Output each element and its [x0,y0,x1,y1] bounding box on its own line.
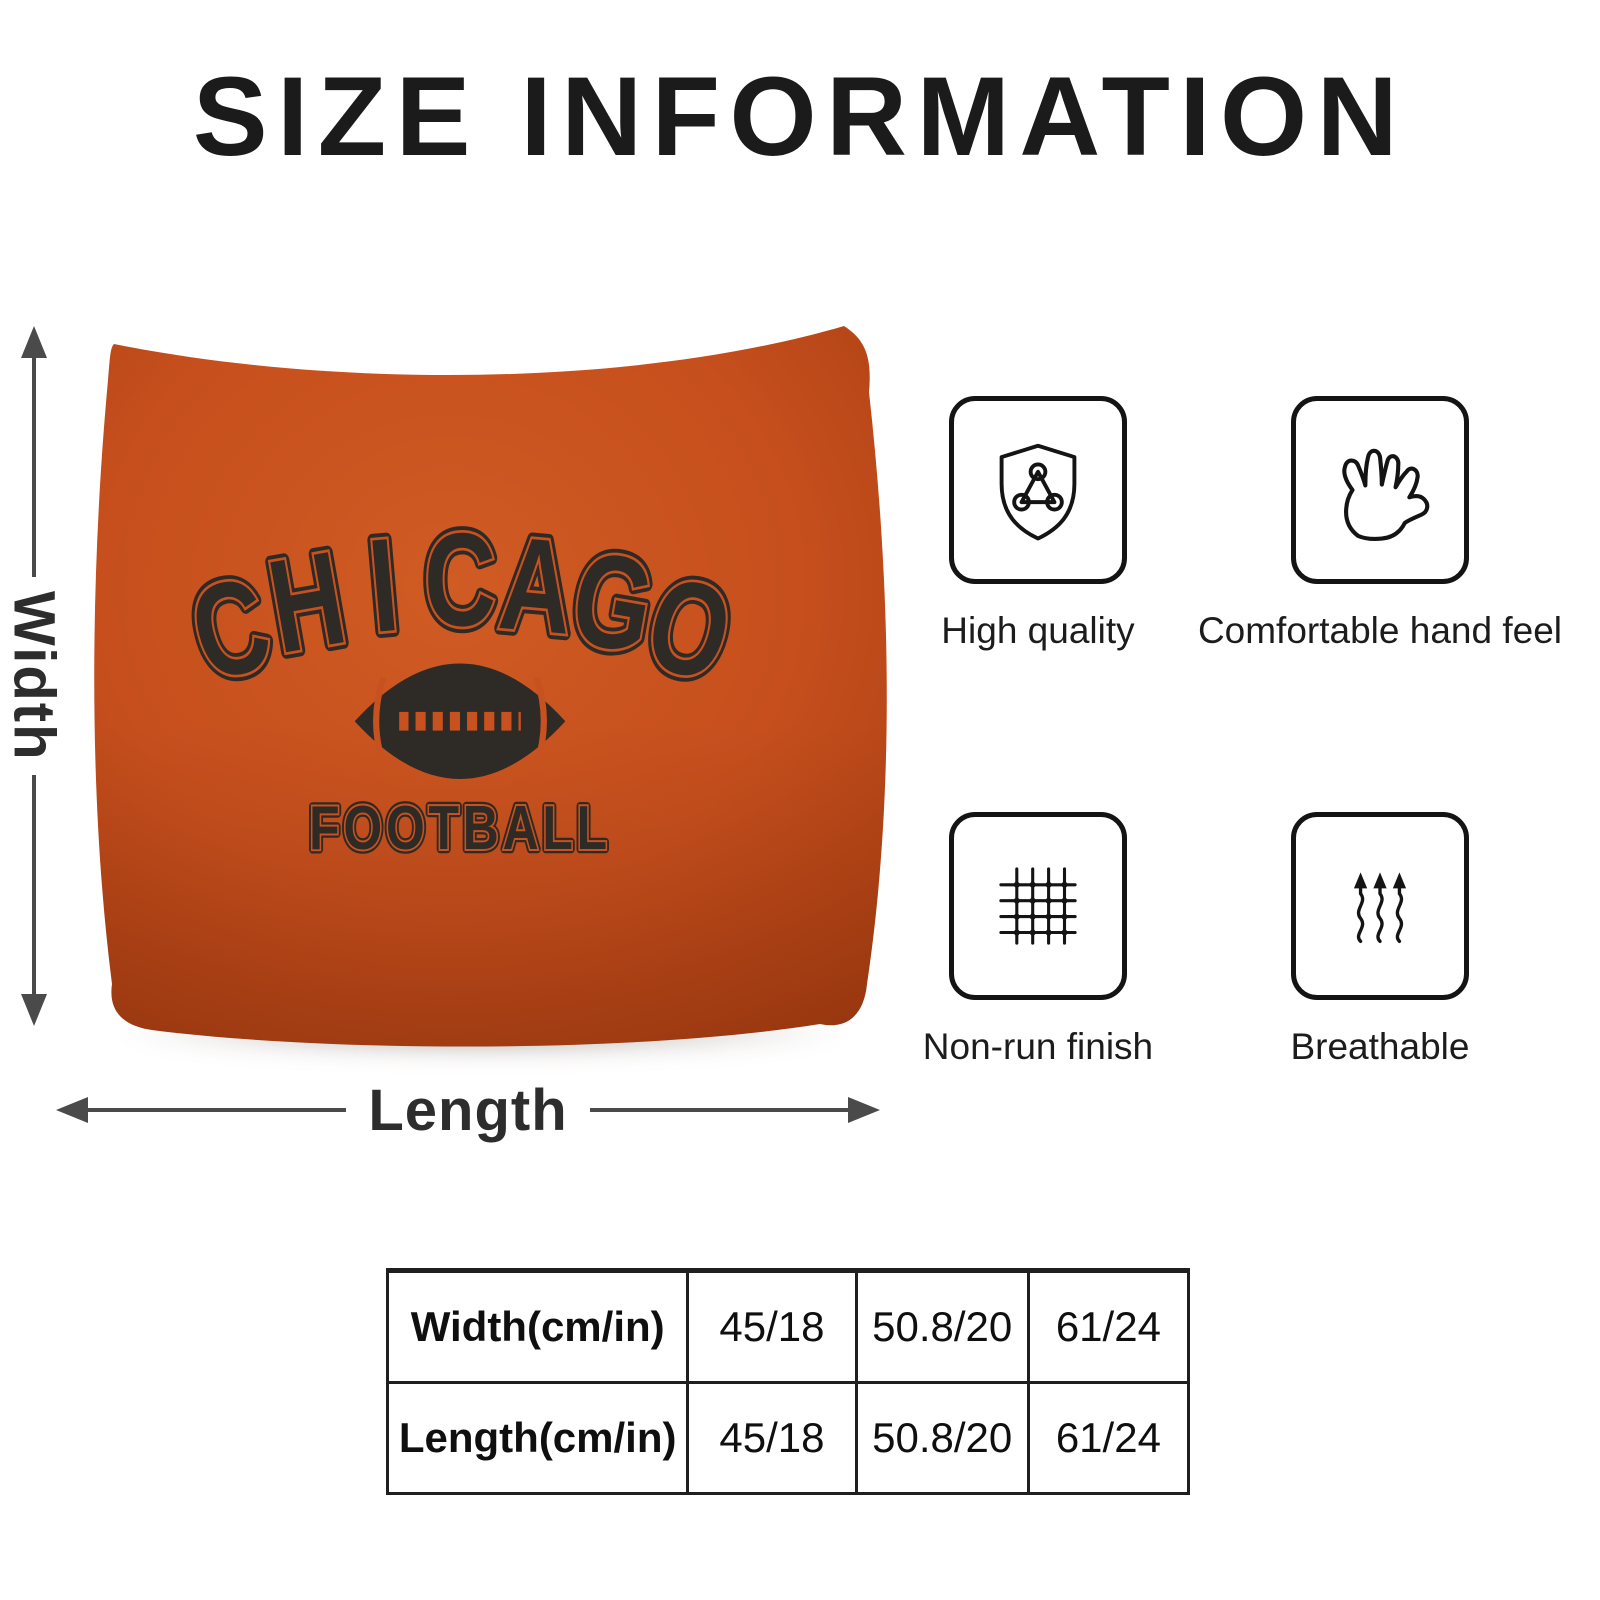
page-title: SIZE INFORMATION [192,54,1408,179]
feature-high-quality: High quality [941,396,1135,652]
feature-label: Comfortable hand feel [1197,610,1562,651]
length-dimension-line [88,1108,347,1112]
table-row-length: Length(cm/in) 45/18 50.8/20 61/24 [385,1381,1191,1495]
svg-text:FOOTBALL: FOOTBALL [309,793,611,863]
arrow-right-icon [848,1097,881,1123]
size-table: Width(cm/in) 45/18 50.8/20 61/24 Length(… [385,1268,1191,1495]
icon-frame [948,812,1127,1000]
shield-quality-icon [999,443,1077,541]
feature-breathable: Breathable [1290,812,1469,1068]
width-dimension-indicator: Width [2,326,67,1026]
svg-text:FOOTBALL: FOOTBALL [309,793,611,863]
print-letter: C [424,505,496,653]
row-header-length: Length(cm/in) [385,1381,690,1495]
feature-label: Non-run finish [922,1026,1154,1067]
print-letter: A [494,508,578,662]
print-letter: A [494,508,578,662]
feature-label: Breathable [1290,1026,1470,1067]
icon-frame [1290,396,1469,584]
icon-frame [948,396,1127,584]
pillow-product-image: C C C H H H I I I C [72,296,894,1072]
icon-frame [1290,812,1469,1000]
width-dimension-line [32,358,36,577]
feature-non-run-finish: Non-run finish [923,812,1153,1068]
table-cell: 61/24 [1026,1268,1191,1384]
feature-comfortable-hand-feel: Comfortable hand feel [1198,396,1562,652]
row-header-width: Width(cm/in) [385,1268,690,1384]
sport-text: FOOTBALL FOOTBALL FOOTBALL [305,789,611,866]
feature-label: High quality [941,610,1135,651]
width-label: Width [1,590,67,762]
length-dimension-indicator: Length [56,1078,881,1143]
feature-list: High quality Comfortable hand feel [878,396,1562,1068]
width-dimension-line [32,775,36,994]
print-letter: C [424,505,496,653]
arrow-down-icon [21,994,47,1026]
table-cell: 50.8/20 [854,1381,1030,1495]
pillow-illustration: C C C H H H I I I C [94,326,887,1047]
table-cell: 45/18 [686,1268,858,1384]
hand-icon [1342,448,1430,541]
svg-text:FOOTBALL: FOOTBALL [309,793,611,863]
table-row-width: Width(cm/in) 45/18 50.8/20 61/24 [385,1268,1191,1384]
table-cell: 45/18 [686,1381,858,1495]
arrow-left-icon [56,1097,88,1123]
table-cell: 61/24 [1026,1381,1191,1495]
length-label: Length [368,1077,568,1143]
team-name-arched-text: C C C H H H I I I C [171,500,752,716]
football-icon [354,663,566,779]
grid-icon [999,867,1077,945]
pillow-print: C C C H H H I I I C [171,500,752,867]
length-dimension-line [589,1108,849,1112]
print-letter: C [424,505,496,653]
table-cell: 50.8/20 [854,1268,1030,1384]
breathable-arrows-icon [1353,872,1407,944]
arrow-up-icon [21,326,47,358]
